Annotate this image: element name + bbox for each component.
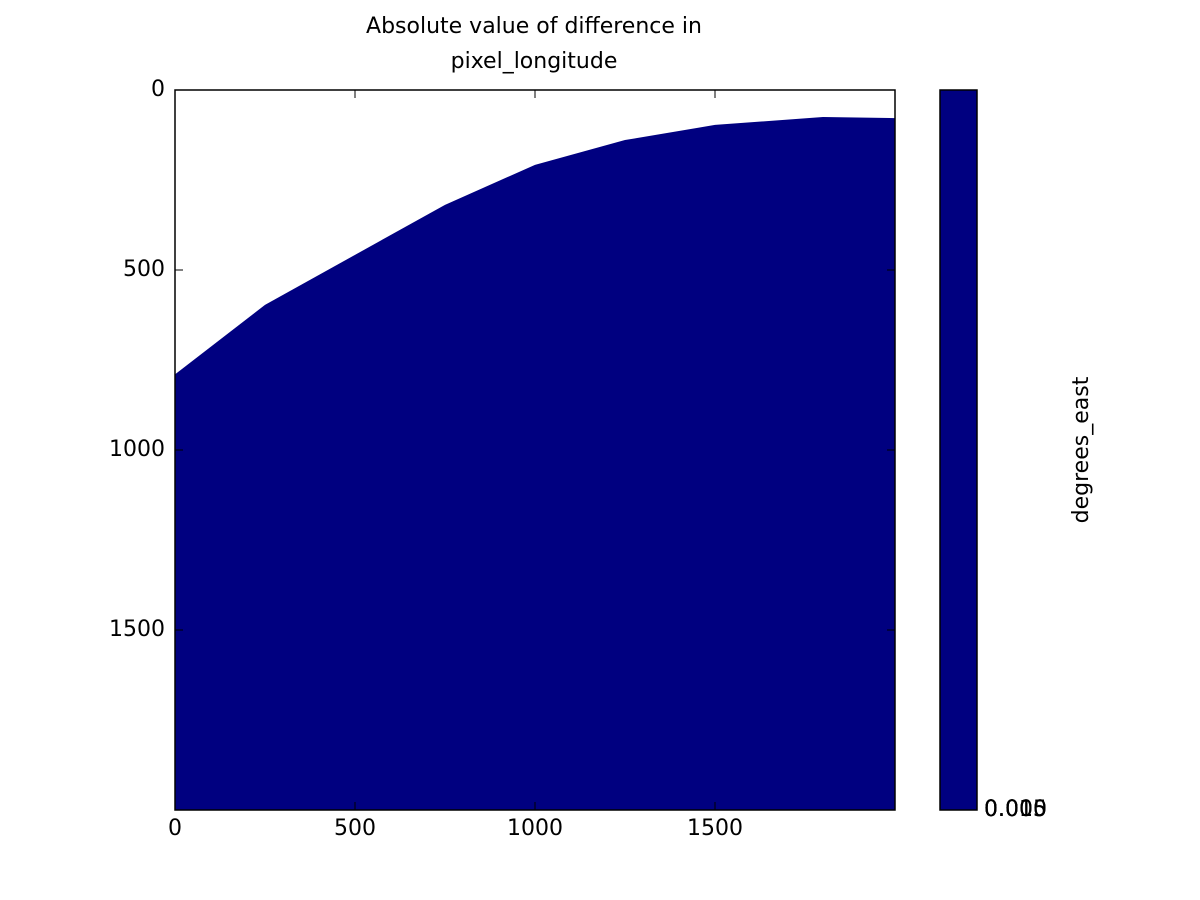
- colorbar: [939, 89, 978, 811]
- colorbar-label: degrees_east: [1069, 376, 1094, 523]
- x-tick-label: 0: [168, 816, 182, 841]
- colorbar-tick-label: 0.000: [984, 797, 1047, 822]
- y-tick-label: 0: [151, 77, 165, 102]
- image-region: [175, 117, 895, 810]
- colorbar-tick-label: 0.015: [984, 797, 1047, 822]
- x-tick-label: 1000: [507, 816, 563, 841]
- y-tick-label: 500: [123, 257, 165, 282]
- chart-title: Absolute value of difference in: [366, 14, 702, 39]
- colorbar-tick-label: 0.010: [984, 797, 1047, 822]
- colorbar-tick-label: 0.005: [984, 797, 1047, 822]
- chart-title: pixel_longitude: [451, 49, 618, 74]
- x-tick-label: 1500: [687, 816, 743, 841]
- x-tick-label: 500: [334, 816, 376, 841]
- y-tick-label: 1000: [109, 437, 165, 462]
- y-tick-label: 1500: [109, 617, 165, 642]
